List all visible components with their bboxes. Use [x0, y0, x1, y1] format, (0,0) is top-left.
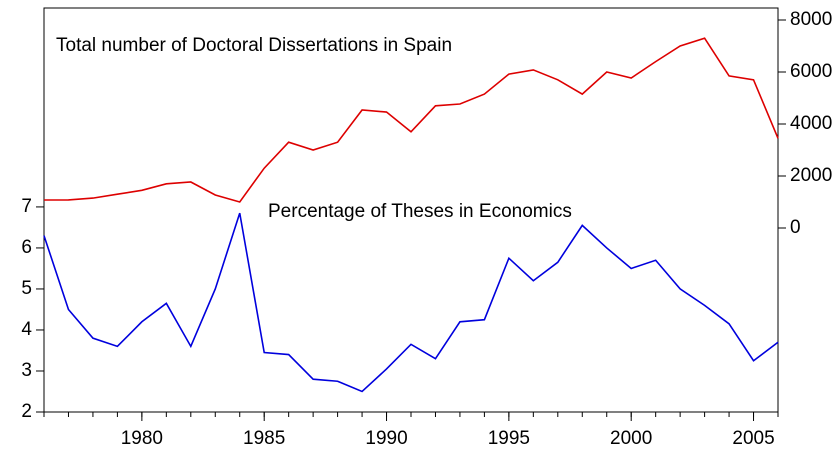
annotation: Total number of Doctoral Dissertations i…	[56, 35, 452, 56]
x-tick-label: 2000	[610, 428, 652, 449]
y-tick-label: 4	[21, 319, 32, 340]
series-line	[43, 37, 779, 203]
y-tick-label: 5	[21, 278, 32, 299]
x-tick-label: 1995	[488, 428, 530, 449]
y2-tick-label: 0	[790, 217, 801, 238]
y2-tick-label: 6000	[790, 61, 832, 82]
x-tick-label: 1980	[121, 428, 163, 449]
y-tick-label: 3	[21, 360, 32, 381]
y2-tick-label: 8000	[790, 9, 832, 30]
x-tick-label: 2005	[732, 428, 774, 449]
y-tick-label: 7	[21, 196, 32, 217]
x-tick-label: 1990	[365, 428, 407, 449]
y-tick-label: 6	[21, 237, 32, 258]
y2-tick-label: 2000	[790, 165, 832, 186]
x-tick-label: 1985	[243, 428, 285, 449]
y-tick-label: 2	[21, 401, 32, 422]
annotation: Percentage of Theses in Economics	[268, 201, 572, 222]
y2-tick-label: 4000	[790, 113, 832, 134]
series-line	[43, 212, 779, 393]
